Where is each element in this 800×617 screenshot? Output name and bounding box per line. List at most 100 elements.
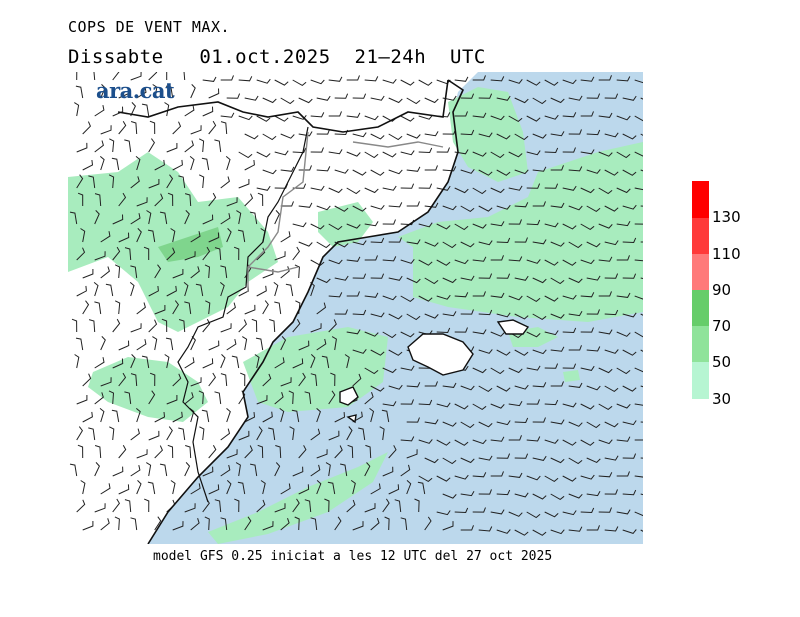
wind-barb [580,111,594,117]
wind-barb [274,251,286,261]
ara-cat-logo[interactable]: ara.cat [96,78,175,103]
wind-barb [74,102,80,117]
wind-barb [219,282,225,297]
wind-barb [370,385,385,392]
wind-barb [350,479,356,495]
wind-barb [262,521,274,531]
wind-barb [460,421,475,429]
wind-barb [130,213,141,225]
wind-barb [598,223,613,229]
wind-barb [424,165,438,171]
wind-barb [233,246,240,261]
wind-barb [298,165,312,171]
wind-barb [472,112,487,118]
wind-barb [388,384,403,390]
wind-barb [274,115,289,122]
wind-barb [250,463,258,477]
wind-barb [568,205,583,211]
wind-barb [114,516,120,531]
wind-barb [478,421,493,428]
wind-barb [321,355,330,369]
wind-barb [388,133,403,141]
wind-barb [364,151,379,159]
wind-barb [364,331,379,337]
wind-barb [514,529,529,536]
wind-barb [580,507,595,514]
wind-barb [249,211,258,225]
wind-barb [226,408,231,423]
wind-barb [490,367,505,375]
wind-barb [514,417,529,424]
wind-barb [478,489,492,495]
wind-barb [580,292,595,298]
wind-barb [184,140,194,153]
wind-barb [496,273,511,279]
wind-barb [130,121,138,135]
wind-barb [550,419,565,425]
wind-barb [244,304,256,315]
wind-barb [514,349,529,356]
wind-barb [490,255,504,261]
wind-barb [550,131,565,137]
wind-barb [580,439,595,446]
wind-barb [598,367,613,374]
wind-barb [550,277,565,285]
wind-barb [238,319,247,333]
wind-barb [240,372,246,387]
zone-pyrenees-north [448,87,528,182]
wind-barb [347,444,354,459]
wind-barb [220,354,226,369]
wind-barb [424,277,439,285]
wind-barb [93,282,99,297]
wind-barb [346,75,360,81]
wind-barb [526,150,541,156]
wind-barb [147,229,156,243]
wind-barb [172,411,183,423]
wind-barb [334,516,342,531]
wind-barb [105,283,114,297]
legend-label-130: 130 [712,208,741,226]
wind-barb [526,511,541,519]
wind-barb [280,133,295,139]
wind-barb [400,79,415,86]
wind-barb [136,228,142,243]
wind-barb [184,503,196,513]
wind-barb [220,428,231,441]
legend-seg-130plus [692,181,709,218]
wind-barb [346,256,361,262]
wind-barb [69,211,78,225]
wind-barb [514,492,529,498]
wind-barb [436,475,451,482]
wind-barb [382,331,397,339]
wind-barb [436,327,451,334]
wind-barb [244,412,256,423]
wind-barb [334,205,349,212]
wind-barb [514,169,529,175]
wind-barb [316,205,331,211]
wind-barb [562,510,577,516]
wind-barb [220,112,235,118]
wind-barb [82,159,94,171]
wind-barb [71,318,78,333]
wind-barb [76,285,87,297]
wind-barb [364,392,374,405]
wind-barb [418,439,433,444]
wind-barb [562,259,577,266]
wind-barb [136,480,142,495]
wind-barb [238,115,253,121]
wind-barb [598,256,613,262]
wind-barb [100,518,110,531]
wind-barb [442,277,457,284]
wind-barb [310,323,322,333]
wind-barb [166,247,176,261]
wind-barb [508,256,523,262]
wind-barb [370,273,385,279]
wind-barb [256,185,271,191]
wind-barb [143,246,150,260]
wind-barb [198,174,205,189]
wind-barb [310,112,325,118]
wind-barb [406,239,421,245]
wind-barb [328,76,343,82]
wind-barb [292,114,307,120]
wind-barb [136,87,147,99]
